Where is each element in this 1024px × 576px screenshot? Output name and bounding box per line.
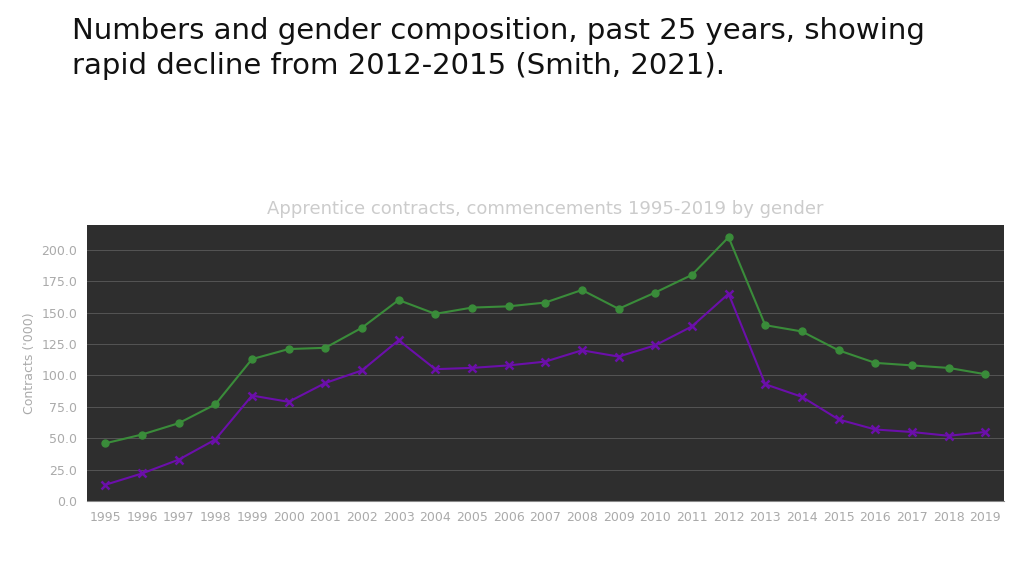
Females xyxy=(942,433,954,439)
Females xyxy=(722,290,734,297)
Females xyxy=(283,399,295,406)
Y-axis label: Contracts ('000): Contracts ('000) xyxy=(23,312,36,414)
Males xyxy=(905,362,918,369)
Line: Males: Males xyxy=(102,234,988,447)
Males xyxy=(503,303,515,310)
Females xyxy=(612,353,625,360)
Males xyxy=(942,365,954,372)
Males xyxy=(575,286,588,293)
Males xyxy=(722,234,734,241)
Males xyxy=(136,431,148,438)
Females xyxy=(429,366,441,373)
Females xyxy=(833,416,845,423)
Females xyxy=(136,470,148,477)
Males xyxy=(246,355,258,362)
Males xyxy=(209,401,221,408)
Males xyxy=(466,304,478,311)
Females xyxy=(209,436,221,443)
Males xyxy=(833,347,845,354)
Females xyxy=(869,426,882,433)
Males xyxy=(979,371,991,378)
Males xyxy=(355,324,368,331)
Females xyxy=(503,362,515,369)
Females xyxy=(649,342,662,348)
Females xyxy=(319,380,332,386)
Females xyxy=(759,381,771,388)
Title: Apprentice contracts, commencements 1995-2019 by gender: Apprentice contracts, commencements 1995… xyxy=(267,199,823,218)
Males xyxy=(319,344,332,351)
Males xyxy=(172,420,184,427)
Males xyxy=(686,271,698,278)
Females xyxy=(539,358,551,365)
Males xyxy=(99,440,112,447)
Females xyxy=(355,367,368,374)
Females xyxy=(796,393,808,400)
Females xyxy=(392,337,404,344)
Males xyxy=(649,289,662,296)
Females xyxy=(905,429,918,435)
Text: Numbers and gender composition, past 25 years, showing
rapid decline from 2012-2: Numbers and gender composition, past 25 … xyxy=(72,17,925,80)
Females xyxy=(979,429,991,435)
Females xyxy=(246,392,258,399)
Females xyxy=(99,482,112,488)
Males xyxy=(612,305,625,312)
Males xyxy=(283,346,295,353)
Females xyxy=(466,365,478,372)
Males xyxy=(429,310,441,317)
Males xyxy=(392,297,404,304)
Females xyxy=(172,456,184,463)
Legend: Males, Females: Males, Females xyxy=(432,570,658,576)
Males xyxy=(869,359,882,366)
Females xyxy=(686,323,698,330)
Males xyxy=(759,322,771,329)
Line: Females: Females xyxy=(101,290,989,489)
Females xyxy=(575,347,588,354)
Males xyxy=(539,299,551,306)
Males xyxy=(796,328,808,335)
